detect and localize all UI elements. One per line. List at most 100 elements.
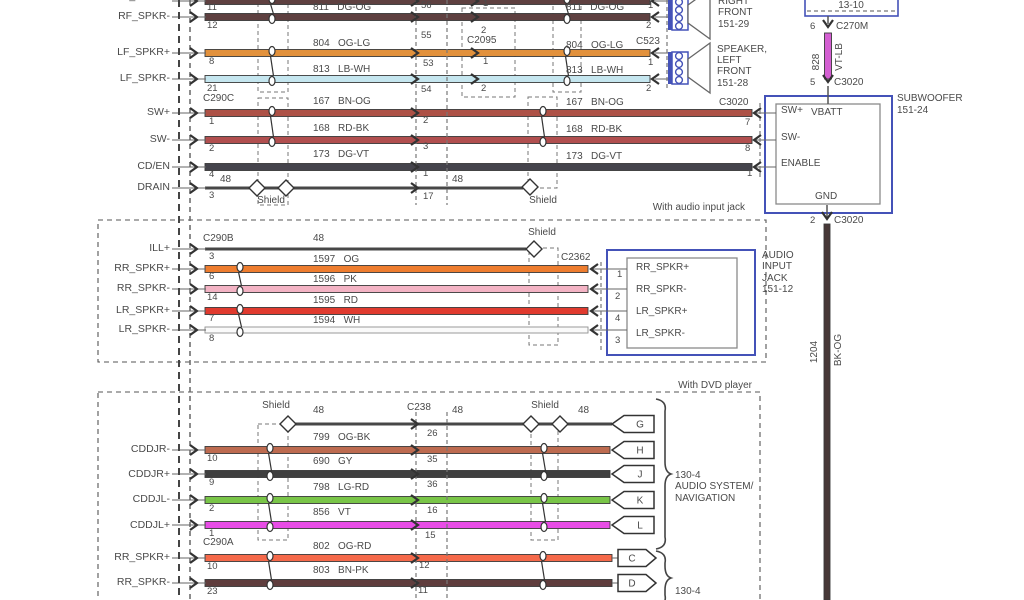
- connector-arrow-icon: [410, 444, 420, 456]
- component-label: AUDIO SYSTEM/: [675, 481, 754, 492]
- twisted-pair-icon: [266, 579, 274, 591]
- signal-label: RF_SPKR+: [115, 0, 170, 2]
- shield-connector-icon: [277, 179, 295, 197]
- component-label: NAVIGATION: [675, 493, 736, 504]
- wire-1204: [823, 223, 831, 600]
- pin-number: 56: [421, 0, 432, 11]
- twisted-pair-icon: [236, 326, 244, 338]
- wire-label: 690 GY: [313, 456, 353, 467]
- signal-label: LF_SPKR+: [117, 46, 170, 58]
- pin-number: 26: [427, 428, 438, 439]
- pin-number: 55: [421, 30, 432, 41]
- component-label: 151-12: [762, 284, 794, 295]
- wire-label: 856 VT: [313, 507, 351, 518]
- pin-number: 36: [427, 479, 438, 490]
- connector-arrow-icon: [650, 73, 660, 85]
- component-label: 1204: [808, 340, 820, 364]
- connector-arrow-icon: [470, 47, 480, 59]
- connector-arrow-icon: [821, 211, 833, 221]
- component-label: AUDIO: [762, 250, 794, 261]
- wire-1595: [204, 307, 589, 315]
- terminal-letter: L: [637, 521, 643, 532]
- wire-48-ill: [205, 247, 526, 251]
- shield-dashed-box: [257, 97, 289, 206]
- module-13-10-box: [804, 0, 899, 17]
- pin-number: 1: [747, 168, 753, 179]
- component-label: 13-10: [838, 0, 864, 11]
- component-label: BK-OG: [832, 333, 844, 367]
- pin-number: 2: [423, 115, 429, 126]
- pin-number: 1: [209, 116, 215, 127]
- audio-jack-inner-box: [626, 257, 738, 349]
- connector-arrow-icon: [470, 0, 480, 7]
- wire-48-dvd: [567, 422, 612, 426]
- pin-number: 2: [481, 25, 487, 36]
- speaker-left-front-icon: [668, 52, 672, 84]
- twisted-pair-icon: [269, 3, 275, 15]
- connector-label: C3020: [834, 215, 864, 226]
- connector-arrow-icon: [410, 468, 420, 480]
- signal-label: CDDJL-: [132, 493, 170, 505]
- component-label: LEFT: [717, 55, 742, 66]
- twisted-pair-icon: [266, 470, 274, 482]
- wire-1597: [204, 265, 589, 273]
- connector-label: C238: [407, 402, 431, 413]
- pin-number: 1: [209, 528, 215, 539]
- connector-arrow-icon: [589, 305, 599, 317]
- component-label: ENABLE: [781, 158, 821, 169]
- pin-number: 4: [209, 169, 215, 180]
- wire-168: [204, 136, 753, 144]
- pin-number: 3: [209, 251, 215, 262]
- connector-arrow-icon: [410, 552, 420, 564]
- wire-label: 48: [313, 405, 325, 416]
- wire-1596: [204, 285, 589, 293]
- connector-arrow-icon: [189, 494, 199, 506]
- twisted-pair-icon: [268, 105, 276, 117]
- shield-dashed-box: [530, 422, 559, 541]
- twisted-pair-icon: [237, 271, 243, 287]
- pin-number: 8: [745, 143, 751, 154]
- twisted-pair-icon: [540, 492, 548, 504]
- component-label: JACK: [762, 273, 788, 284]
- speaker-left-front-icon: [674, 51, 684, 61]
- twisted-pair-icon: [266, 550, 274, 562]
- shield-connector-icon: [525, 240, 543, 258]
- twisted-pair-icon: [268, 0, 276, 5]
- twisted-pair-icon: [539, 579, 547, 591]
- component-label: SW-: [781, 132, 801, 143]
- terminal-letter: D: [628, 579, 635, 590]
- twisted-pair-icon: [267, 452, 273, 472]
- component-label: 130-4: [675, 586, 701, 597]
- pin-number: 1: [648, 57, 654, 68]
- terminal-L: [610, 515, 655, 535]
- signal-label: RR_SPKR-: [116, 576, 170, 588]
- signal-label: SW+: [146, 106, 170, 118]
- connector-arrow-icon: [752, 161, 762, 173]
- signal-label: LF_SPKR-: [119, 72, 170, 84]
- twisted-pair-icon: [269, 55, 275, 77]
- pin-number: 2: [209, 503, 215, 514]
- link: [827, 16, 829, 24]
- twisted-pair-icon: [541, 502, 547, 523]
- signal-label: RR_SPKR-: [116, 282, 170, 294]
- wire-label: 1594 WH: [313, 315, 361, 326]
- connector-arrow-icon: [410, 494, 420, 506]
- component-label: SPEAKER,: [717, 44, 768, 55]
- connector-arrow-icon: [189, 283, 199, 295]
- wire-label: 173 DG-VT: [313, 149, 370, 160]
- connector-arrow-icon: [589, 283, 599, 295]
- wire-label: 1596 PK: [313, 274, 357, 285]
- connector-arrow-icon: [410, 519, 420, 531]
- section-dashed-box: [97, 219, 767, 363]
- connector-arrow-icon: [410, 107, 420, 119]
- twisted-pair-icon: [563, 13, 571, 25]
- signal-label: SW-: [149, 133, 170, 145]
- twisted-pair-icon: [266, 521, 274, 533]
- twisted-pair-icon: [236, 261, 244, 273]
- wire-label: 48: [313, 233, 325, 244]
- connector-arrow-icon: [822, 74, 834, 84]
- wire-173: [204, 163, 753, 171]
- connector-arrow-icon: [189, 444, 199, 456]
- wire-label: 48: [452, 174, 464, 185]
- twisted-pair-icon: [266, 492, 274, 504]
